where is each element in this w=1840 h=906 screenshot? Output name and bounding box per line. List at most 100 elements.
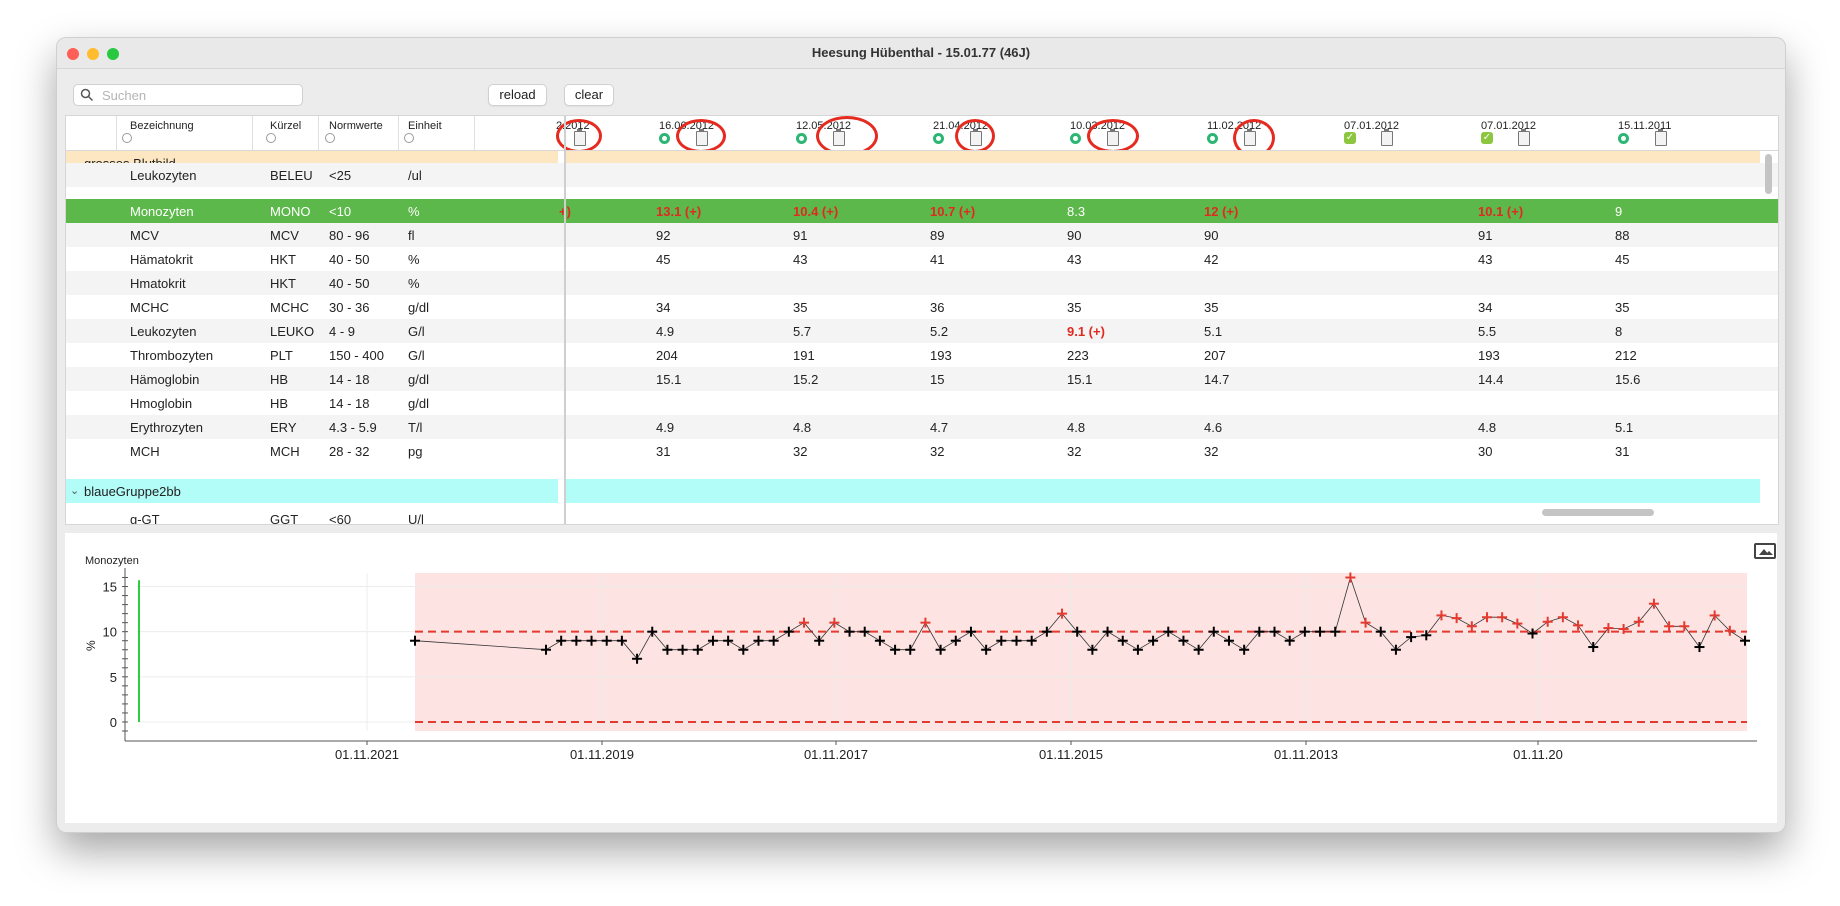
data-point[interactable] (874, 635, 885, 646)
filter-radio[interactable] (266, 133, 276, 143)
value-cell[interactable]: 15.6 (1615, 372, 1641, 387)
data-point-high[interactable] (1481, 612, 1492, 623)
value-cell[interactable]: 193 (930, 348, 952, 363)
value-cell[interactable]: 45 (656, 252, 671, 267)
value-cell[interactable]: 10.4 (+) (793, 204, 839, 219)
value-cell[interactable]: 91 (793, 228, 808, 243)
vertical-scrollbar[interactable] (1765, 154, 1772, 194)
data-point[interactable] (768, 635, 779, 646)
value-cell[interactable]: 207 (1204, 348, 1226, 363)
value-cell[interactable]: 43 (1478, 252, 1493, 267)
value-cell[interactable]: 4.8 (1478, 420, 1497, 435)
table-row[interactable]: Hmoglobin HB 14 - 18 g/dl (66, 391, 1778, 415)
data-point[interactable] (1041, 626, 1052, 637)
data-point[interactable] (1132, 644, 1143, 655)
value-cell[interactable]: 32 (1204, 444, 1219, 459)
value-cell[interactable]: 9.1 (+) (1067, 324, 1105, 339)
value-cell[interactable]: 4.8 (1067, 420, 1086, 435)
value-cell[interactable]: 5.1 (1615, 420, 1634, 435)
column-header-kuerzel[interactable]: Kürzel (266, 116, 340, 150)
data-point[interactable] (1315, 626, 1326, 637)
value-cell[interactable]: 4.8 (793, 420, 812, 435)
data-point[interactable] (965, 626, 976, 637)
data-point[interactable] (1102, 626, 1113, 637)
group-header-blaue-gruppe[interactable]: ⌄ blaueGruppe2bb (66, 479, 558, 503)
data-point[interactable] (996, 635, 1007, 646)
value-cell[interactable]: 5.7 (793, 324, 812, 339)
data-point[interactable] (723, 635, 734, 646)
data-point-high[interactable] (1436, 610, 1447, 621)
data-point[interactable] (410, 635, 420, 646)
data-point[interactable] (1148, 635, 1159, 646)
data-point[interactable] (981, 644, 992, 655)
value-cell[interactable]: 212 (1615, 348, 1637, 363)
table-splitter[interactable] (564, 116, 566, 524)
reload-button[interactable]: reload (488, 84, 547, 106)
eye-icon[interactable] (1070, 133, 1081, 144)
value-cell[interactable]: 5.2 (930, 324, 949, 339)
value-cell[interactable]: 223 (1067, 348, 1089, 363)
data-point-high[interactable] (1618, 623, 1629, 634)
data-point[interactable] (1117, 635, 1128, 646)
value-cell[interactable]: 13.1 (+) (656, 204, 702, 219)
value-cell[interactable]: 12 (+) (1204, 204, 1239, 219)
data-point[interactable] (1011, 635, 1022, 646)
filter-radio[interactable] (122, 133, 132, 143)
date-column-header[interactable]: 21.04.2012 (925, 116, 1041, 153)
table-row[interactable]: MCHC MCHC 30 - 36 g/dl 34 35 36 35 35 34 35 (66, 295, 1778, 319)
data-point[interactable] (571, 635, 582, 646)
value-cell[interactable]: 92 (656, 228, 671, 243)
date-column-header[interactable]: 10.03.2012 (1062, 116, 1178, 153)
value-cell[interactable]: 4.7 (930, 420, 949, 435)
table-row[interactable]: Thrombozyten PLT 150 - 400 G/l 204 191 193 223 2… (66, 343, 1778, 367)
value-cell[interactable]: 4.9 (656, 324, 675, 339)
date-column-header[interactable]: 12.05.2012 (788, 116, 904, 156)
table-row[interactable]: Leukozyten LEUKO 4 - 9 G/l 4.9 5.7 5.2 9.1 (+) 5… (66, 319, 1778, 343)
data-point[interactable] (935, 644, 946, 655)
data-point[interactable] (1269, 626, 1280, 637)
table-row[interactable]: Erythrozyten ERY 4.3 - 5.9 T/l 4.9 4.8 4.7 4.8 4… (66, 415, 1778, 439)
data-point[interactable] (1284, 635, 1295, 646)
data-point[interactable] (1330, 626, 1341, 637)
data-point-high[interactable] (1466, 621, 1477, 632)
value-cell[interactable]: 41 (930, 252, 945, 267)
value-cell[interactable]: 43 (793, 252, 808, 267)
value-cell[interactable]: 5.1 (1204, 324, 1223, 339)
clipboard-icon[interactable] (1518, 129, 1530, 146)
eye-icon[interactable] (1618, 133, 1629, 144)
data-point-high[interactable] (1648, 598, 1659, 609)
value-cell[interactable]: 8.3 (1067, 204, 1086, 219)
data-point[interactable] (1588, 642, 1599, 653)
value-cell[interactable]: 9 (1615, 204, 1623, 219)
data-point[interactable] (1087, 644, 1098, 655)
data-point[interactable] (1072, 626, 1083, 637)
value-cell[interactable]: 10.7 (+) (930, 204, 976, 219)
check-icon[interactable]: ✓ (1481, 132, 1493, 144)
value-cell[interactable]: 193 (1478, 348, 1500, 363)
data-point[interactable] (1740, 635, 1750, 646)
value-cell[interactable]: 4.9 (656, 420, 675, 435)
table-row[interactable]: g-GT GGT <60 U/l (130, 512, 424, 525)
value-cell[interactable]: 36 (930, 300, 945, 315)
table-row[interactable]: Hämatokrit HKT 40 - 50% 45 43 41 43 42 43 45 (66, 247, 1778, 271)
eye-icon[interactable] (1207, 133, 1218, 144)
value-cell[interactable]: 32 (1067, 444, 1082, 459)
data-point-high[interactable] (1512, 618, 1523, 629)
data-point[interactable] (707, 635, 718, 646)
value-cell[interactable]: 191 (793, 348, 815, 363)
table-row[interactable]: MCH MCH 28 - 32 pg 31 32 32 32 32 30 31 (66, 439, 1778, 463)
value-cell[interactable]: 204 (656, 348, 678, 363)
data-point[interactable] (1390, 644, 1401, 655)
filter-radio[interactable] (325, 133, 335, 143)
data-point[interactable] (859, 626, 870, 637)
zoom-window-button[interactable] (107, 48, 119, 60)
data-point[interactable] (692, 644, 703, 655)
value-cell[interactable]: 88 (1615, 228, 1630, 243)
data-point[interactable] (905, 644, 916, 655)
clipboard-icon[interactable] (1381, 129, 1393, 146)
data-point[interactable] (1026, 635, 1037, 646)
value-cell[interactable]: 32 (793, 444, 808, 459)
data-point[interactable] (586, 635, 597, 646)
data-point[interactable] (890, 644, 901, 655)
